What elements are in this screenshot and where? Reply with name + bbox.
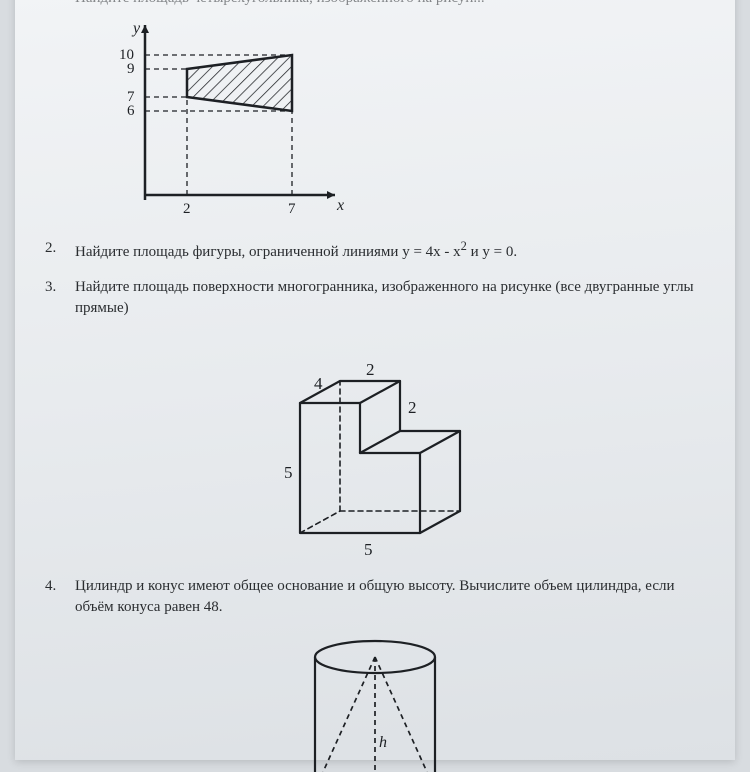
problem-1-figure: y x 10 9 7 6 2 7 [45, 15, 705, 230]
polyhedron-diagram: 2 4 2 5 5 [240, 333, 510, 568]
problem-4-number: 4. [45, 576, 65, 618]
y-tick-6: 6 [127, 103, 135, 119]
x-axis-label: x [336, 197, 344, 214]
problem-4-figure: h [45, 632, 705, 772]
problem-4-body: Цилиндр и конус имеют общее основание и … [75, 576, 705, 618]
problem-3-body: Найдите площадь поверхности многогранник… [75, 277, 705, 319]
problem-3-number: 3. [45, 277, 65, 319]
y-axis-label: y [131, 20, 141, 37]
x-tick-2: 2 [183, 201, 191, 217]
problem-2-number: 2. [45, 238, 65, 263]
problem-3-figure: 2 4 2 5 5 [45, 333, 705, 568]
label-h: h [379, 734, 387, 751]
label-top-2: 2 [366, 360, 375, 379]
cylinder-cone-diagram: h [275, 632, 475, 772]
label-depth-4: 4 [314, 374, 323, 393]
problem-2: 2. Найдите площадь фигуры, ограниченной … [45, 238, 705, 263]
problem-4: 4. Цилиндр и конус имеют общее основание… [45, 576, 705, 618]
label-vertical-5: 5 [284, 463, 293, 482]
problem-3: 3. Найдите площадь поверхности многогран… [45, 277, 705, 319]
x-tick-7: 7 [288, 201, 296, 217]
label-notch-2: 2 [408, 398, 417, 417]
trapezoid-shape [187, 55, 292, 111]
problem-2-body: Найдите площадь фигуры, ограниченной лин… [75, 238, 517, 263]
y-tick-9: 9 [127, 61, 135, 77]
coordinate-plane-chart: y x 10 9 7 6 2 7 [105, 15, 355, 230]
worksheet-page: Найдите площадь четырёхугольника, изобра… [15, 0, 735, 760]
label-bottom-5: 5 [364, 540, 373, 559]
problem-1-partial-text: Найдите площадь четырёхугольника, изобра… [45, 0, 705, 7]
